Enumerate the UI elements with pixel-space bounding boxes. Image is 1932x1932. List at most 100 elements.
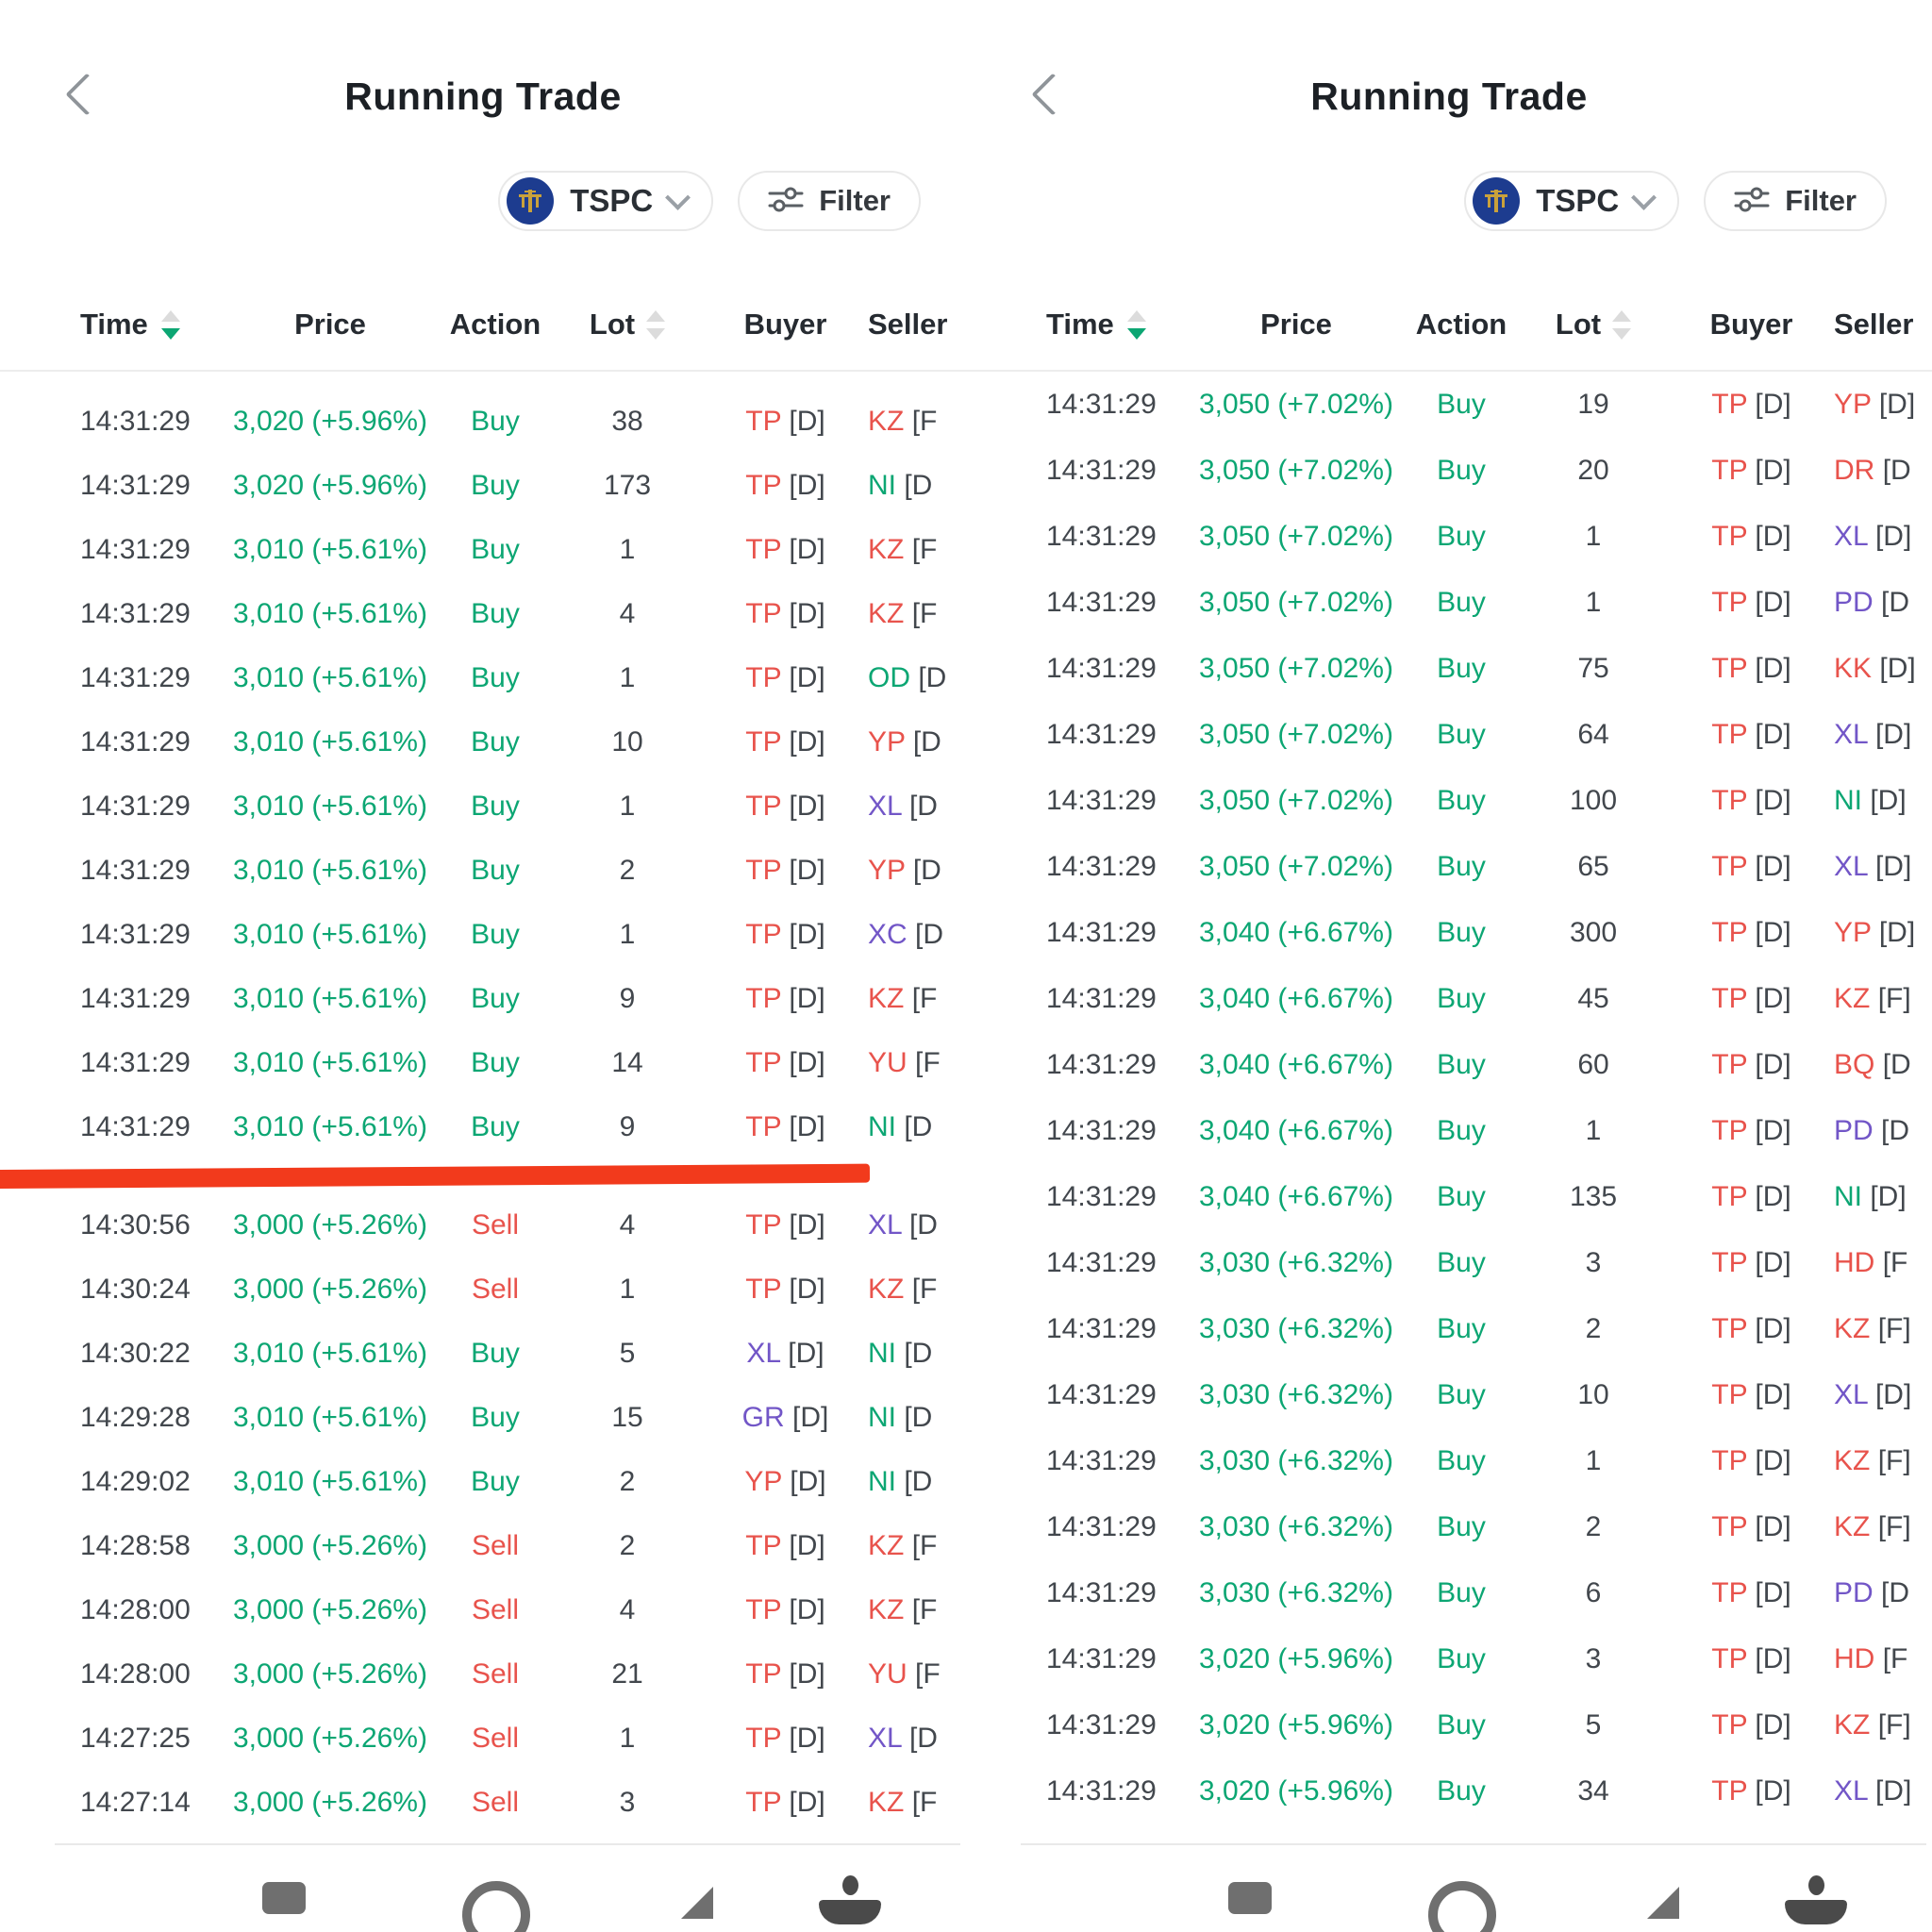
table-row[interactable]: 14:29:28 3,010 (+5.61%) Buy 15 GR [D] NI… [0, 1386, 966, 1450]
trade-time: 14:31:29 [80, 919, 191, 950]
trade-time: 14:31:29 [80, 983, 191, 1014]
table-row[interactable]: 14:31:29 3,030 (+6.32%) Buy 10 TP [D] XL… [966, 1362, 1932, 1428]
trade-buyer: TP [D] [745, 598, 825, 629]
table-row[interactable]: 14:31:29 3,050 (+7.02%) Buy 64 TP [D] XL… [966, 702, 1932, 768]
table-row[interactable]: 14:30:24 3,000 (+5.26%) Sell 1 TP [D] KZ… [0, 1257, 966, 1322]
table-row[interactable]: 14:31:29 3,040 (+6.67%) Buy 1 TP [D] PD … [966, 1098, 1932, 1164]
table-row[interactable]: 14:31:29 3,030 (+6.32%) Buy 2 TP [D] KZ … [966, 1494, 1932, 1560]
table-row[interactable]: 14:31:29 3,040 (+6.67%) Buy 45 TP [D] KZ… [966, 966, 1932, 1032]
table-row[interactable]: 14:31:29 3,020 (+5.96%) Buy 5 TP [D] KZ … [966, 1692, 1932, 1758]
table-row[interactable]: 14:31:29 3,010 (+5.61%) Buy 10 TP [D] YP… [0, 710, 966, 774]
table-row[interactable]: 14:31:29 3,050 (+7.02%) Buy 100 TP [D] N… [966, 768, 1932, 834]
trade-price: 3,010 (+5.61%) [233, 662, 427, 693]
table-row[interactable]: 14:28:00 3,000 (+5.26%) Sell 21 TP [D] Y… [0, 1642, 966, 1707]
trade-price: 3,050 (+7.02%) [1199, 455, 1393, 486]
stock-selector-button[interactable]: TSPC [1464, 171, 1680, 231]
trade-seller: KZ [F] [1834, 1511, 1911, 1542]
table-row[interactable]: 14:31:29 3,010 (+5.61%) Buy 1 TP [D] KZ … [0, 518, 966, 582]
trade-lot: 21 [611, 1658, 643, 1690]
table-row[interactable]: 14:31:29 3,040 (+6.67%) Buy 60 TP [D] BQ… [966, 1032, 1932, 1098]
nav-circle-icon[interactable] [462, 1881, 530, 1932]
trade-price: 3,020 (+5.96%) [1199, 1775, 1393, 1807]
header-divider [0, 370, 966, 372]
nav-circle-icon[interactable] [1428, 1881, 1496, 1932]
table-row[interactable]: 14:29:02 3,010 (+5.61%) Buy 2 YP [D] NI … [0, 1450, 966, 1514]
table-row[interactable]: 14:30:56 3,000 (+5.26%) Sell 4 TP [D] XL… [0, 1193, 966, 1257]
table-row[interactable]: 14:31:29 3,020 (+5.96%) Buy 38 TP [D] KZ… [0, 390, 966, 454]
table-row[interactable]: 14:27:25 3,000 (+5.26%) Sell 1 TP [D] XL… [0, 1707, 966, 1771]
trade-time: 14:31:29 [80, 791, 191, 822]
table-row[interactable]: 14:30:22 3,010 (+5.61%) Buy 5 XL [D] NI … [0, 1322, 966, 1386]
nav-square-icon[interactable] [262, 1882, 306, 1914]
table-row[interactable]: 14:31:29 3,010 (+5.61%) Buy 2 TP [D] YP … [0, 839, 966, 903]
trade-buyer: TP [D] [745, 1787, 825, 1818]
trade-time: 14:30:22 [80, 1338, 191, 1369]
trade-action: Buy [1437, 389, 1486, 420]
trade-seller: PD [D [1834, 1115, 1910, 1146]
table-row[interactable]: 14:31:29 3,010 (+5.61%) Buy 1 TP [D] XL … [0, 774, 966, 839]
table-row[interactable]: 14:31:29 3,050 (+7.02%) Buy 65 TP [D] XL… [966, 834, 1932, 900]
trade-buyer: TP [D] [745, 1530, 825, 1561]
table-row[interactable]: 14:31:29 3,030 (+6.32%) Buy 6 TP [D] PD … [966, 1560, 1932, 1626]
filter-button[interactable]: Filter [738, 171, 921, 231]
table-row[interactable]: 14:31:29 3,050 (+7.02%) Buy 20 TP [D] DR… [966, 438, 1932, 504]
column-header-time[interactable]: Time [80, 308, 222, 341]
filter-label: Filter [819, 184, 891, 217]
table-row[interactable]: 14:31:29 3,010 (+5.61%) Buy 9 TP [D] KZ … [0, 967, 966, 1031]
table-row[interactable]: 14:31:29 3,050 (+7.02%) Buy 1 TP [D] PD … [966, 570, 1932, 636]
table-row[interactable]: 14:28:58 3,000 (+5.26%) Sell 2 TP [D] KZ… [0, 1514, 966, 1578]
trade-buyer: TP [D] [745, 534, 825, 565]
table-row[interactable]: 14:27:14 3,000 (+5.26%) Sell 3 TP [D] KZ… [0, 1771, 966, 1835]
table-row[interactable]: 14:31:29 3,010 (+5.61%) Buy 9 TP [D] NI … [0, 1095, 966, 1159]
column-header-time[interactable]: Time [1046, 308, 1188, 341]
trade-lot: 1 [619, 1274, 636, 1305]
table-row[interactable]: 14:31:29 3,050 (+7.02%) Buy 1 TP [D] XL … [966, 504, 1932, 570]
table-row[interactable]: 14:31:29 3,030 (+6.32%) Buy 3 TP [D] HD … [966, 1230, 1932, 1296]
trade-seller: XL [D] [1834, 851, 1912, 882]
trade-seller: XL [D] [1834, 1775, 1912, 1807]
filter-button[interactable]: Filter [1704, 171, 1887, 231]
nav-square-icon[interactable] [1228, 1882, 1272, 1914]
trade-action: Buy [471, 1111, 520, 1142]
table-row[interactable]: 14:31:29 3,050 (+7.02%) Buy 75 TP [D] KK… [966, 636, 1932, 702]
table-row[interactable]: 14:31:29 3,020 (+5.96%) Buy 173 TP [D] N… [0, 454, 966, 518]
trade-time: 14:31:29 [1046, 1313, 1157, 1344]
sort-time-icon [160, 309, 180, 340]
trade-price: 3,020 (+5.96%) [233, 406, 427, 437]
trade-price: 3,050 (+7.02%) [1199, 521, 1393, 552]
trade-time: 14:31:29 [1046, 1643, 1157, 1674]
column-header-lot[interactable]: Lot [552, 308, 703, 341]
trade-lot: 65 [1577, 851, 1609, 882]
nav-triangle-icon[interactable] [681, 1887, 713, 1919]
trade-price: 3,010 (+5.61%) [233, 534, 427, 565]
table-row[interactable]: 14:31:29 3,010 (+5.61%) Buy 4 TP [D] KZ … [0, 582, 966, 646]
trade-price: 3,000 (+5.26%) [233, 1530, 427, 1561]
trade-action: Sell [471, 1658, 520, 1690]
column-header-lot[interactable]: Lot [1518, 308, 1669, 341]
table-row[interactable]: 14:31:29 3,030 (+6.32%) Buy 1 TP [D] KZ … [966, 1428, 1932, 1494]
table-row[interactable]: 14:31:29 3,040 (+6.67%) Buy 135 TP [D] N… [966, 1164, 1932, 1230]
table-row[interactable]: 14:31:29 3,040 (+6.67%) Buy 300 TP [D] Y… [966, 900, 1932, 966]
trade-action: Buy [1437, 1115, 1486, 1146]
table-row[interactable]: 14:31:29 3,050 (+7.02%) Buy 19 TP [D] YP… [966, 372, 1932, 438]
trade-lot: 5 [619, 1338, 636, 1369]
nav-person-icon[interactable] [1783, 1874, 1849, 1932]
trade-time: 14:31:29 [1046, 1511, 1157, 1542]
table-row[interactable]: 14:31:29 3,020 (+5.96%) Buy 3 TP [D] HD … [966, 1626, 1932, 1692]
table-row[interactable]: 14:28:00 3,000 (+5.26%) Sell 4 TP [D] KZ… [0, 1578, 966, 1642]
table-row[interactable]: 14:31:29 3,030 (+6.32%) Buy 2 TP [D] KZ … [966, 1296, 1932, 1362]
table-row[interactable]: 14:31:29 3,020 (+5.96%) Buy 34 TP [D] XL… [966, 1758, 1932, 1824]
trade-action: Buy [1437, 983, 1486, 1014]
trade-buyer: TP [D] [1711, 521, 1791, 552]
trade-buyer: TP [D] [745, 406, 825, 437]
table-row[interactable]: 14:31:29 3,010 (+5.61%) Buy 1 TP [D] XC … [0, 903, 966, 967]
table-row[interactable]: 14:31:29 3,010 (+5.61%) Buy 14 TP [D] YU… [0, 1031, 966, 1095]
trade-action: Buy [1437, 1445, 1486, 1476]
table-row[interactable]: 14:31:29 3,010 (+5.61%) Buy 1 TP [D] OD … [0, 646, 966, 710]
nav-person-icon[interactable] [817, 1874, 883, 1932]
trade-price: 3,030 (+6.32%) [1199, 1313, 1393, 1344]
stock-selector-button[interactable]: TSPC [498, 171, 714, 231]
nav-triangle-icon[interactable] [1647, 1887, 1679, 1919]
trade-lot: 100 [1569, 785, 1618, 816]
trade-seller: NI [D [868, 470, 933, 501]
